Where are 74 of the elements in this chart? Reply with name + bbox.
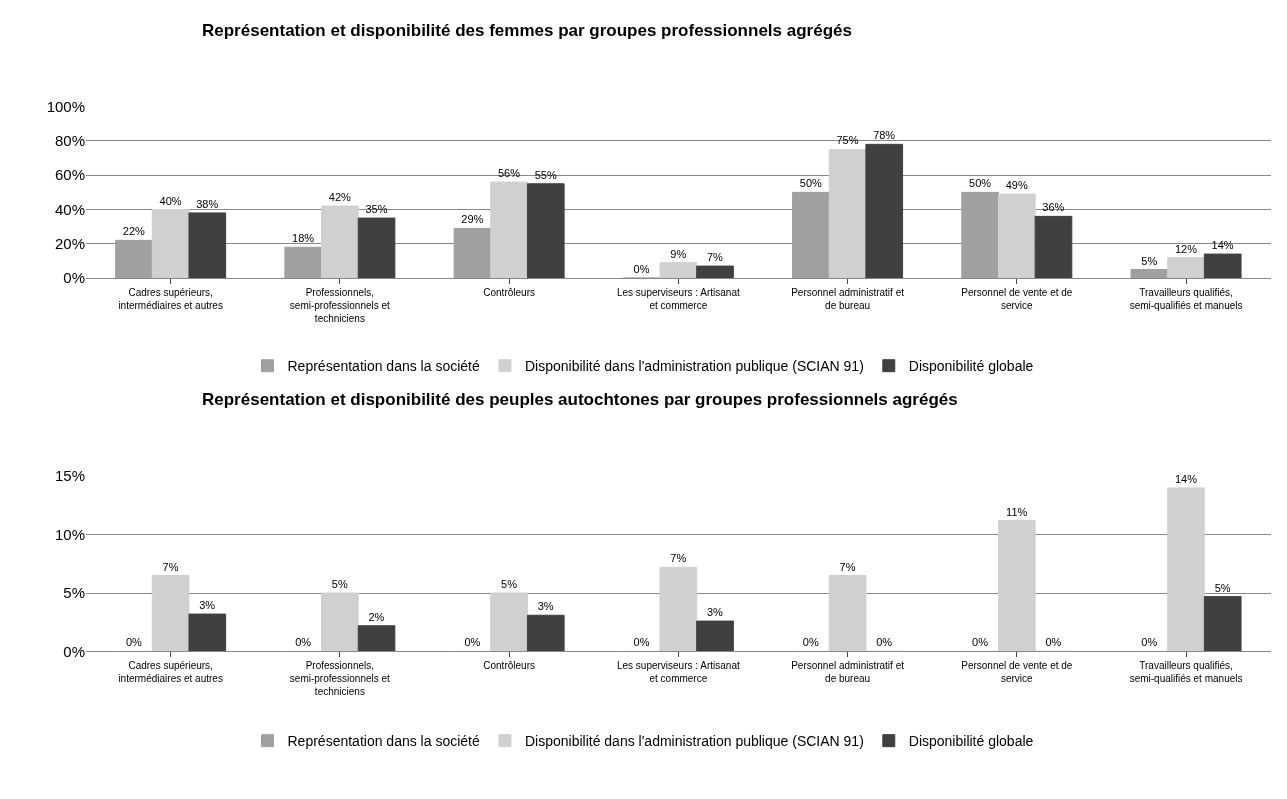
data-label: 0% — [295, 636, 312, 649]
data-label: 49% — [1005, 179, 1028, 192]
data-label: 0% — [1045, 636, 1062, 649]
data-label: 11% — [1006, 505, 1028, 518]
data-label: 75% — [836, 134, 859, 147]
data-label: 78% — [873, 129, 896, 142]
data-label: 5% — [331, 578, 348, 591]
x-tick-label: Travailleurs qualifiés, semi-qualifiés et manuels — [1129, 287, 1243, 312]
data-label: 42% — [328, 191, 351, 204]
data-label: 38% — [196, 197, 219, 210]
data-label: 0% — [802, 636, 819, 649]
data-label: 5% — [501, 578, 518, 591]
y-tick-label: 0% — [63, 642, 86, 660]
data-label: 29% — [461, 213, 484, 226]
y-tick-label: 10% — [54, 525, 86, 543]
data-label: 3% — [537, 600, 554, 613]
data-label: 7% — [839, 560, 856, 573]
legend-label: Disponibilité globale — [908, 733, 1034, 750]
data-label: 50% — [969, 177, 992, 190]
x-tick-label: Travailleurs qualifiés, semi-qualifiés et manuels — [1129, 660, 1243, 685]
data-label: 2% — [368, 610, 385, 623]
x-tick-label: Personnel administratif et de bureau — [791, 660, 905, 685]
data-label: 0% — [633, 636, 650, 649]
data-label: 0% — [633, 263, 650, 276]
data-label: 7% — [670, 552, 687, 565]
legend-label: Représentation dans la société — [287, 733, 480, 750]
data-label: 0% — [125, 636, 143, 649]
x-tick-label: Cadres supérieurs, intermédiaires et autres — [118, 287, 223, 312]
data-label: 0% — [1141, 636, 1158, 649]
data-label: 9% — [670, 247, 687, 260]
data-label: 14% — [1211, 239, 1234, 252]
x-tick-label: Personnel administratif et de bureau — [791, 287, 905, 312]
legend-label: Représentation dans la société — [287, 358, 480, 375]
data-label: 0% — [464, 636, 481, 649]
x-tick-label: Personnel de vente et de service — [961, 660, 1073, 685]
data-label: 14% — [1174, 472, 1198, 485]
y-tick-label: 5% — [63, 584, 86, 602]
data-label: 36% — [1042, 201, 1065, 214]
y-tick-label: 100% — [46, 97, 86, 115]
data-label: 0% — [972, 636, 989, 649]
data-label: 3% — [706, 606, 724, 619]
x-tick-label: Cadres supérieurs, intermédiaires et autres — [118, 660, 223, 685]
x-tick-label: Les superviseurs : Artisanat et commerce — [616, 660, 740, 685]
data-label: 12% — [1174, 242, 1198, 255]
data-label: 56% — [497, 167, 521, 180]
data-label: 22% — [122, 225, 146, 238]
data-label: 40% — [159, 194, 182, 207]
data-label: 5% — [1141, 254, 1158, 267]
legend-label: Disponibilité dans l'administration publique (SCIAN 91) — [524, 733, 864, 750]
data-label: 5% — [1214, 581, 1231, 594]
y-tick-label: 0% — [63, 269, 86, 287]
data-label: 50% — [799, 177, 823, 190]
x-tick-label: Les superviseurs : Artisanat et commerce — [616, 287, 740, 312]
x-tick-label: Contrôleurs — [483, 287, 535, 299]
data-label: 55% — [534, 168, 557, 181]
legend-label: Disponibilité dans l'administration publique (SCIAN 91) — [524, 358, 864, 375]
data-label: 18% — [292, 232, 315, 245]
chart-title: Représentation et disponibilité des peuples autochtones par groupes professionnels agrégés — [202, 390, 958, 409]
y-tick-label: 15% — [54, 467, 86, 485]
x-tick-label: Personnel de vente et de service — [961, 287, 1073, 312]
legend-label: Disponibilité globale — [908, 358, 1034, 375]
data-label: 7% — [162, 560, 179, 573]
chart-title: Représentation et disponibilité des femmes par groupes professionnels agrégés — [202, 21, 852, 40]
data-label: 7% — [706, 251, 724, 264]
y-tick-label: 80% — [54, 132, 86, 150]
y-tick-label: 60% — [54, 166, 86, 184]
data-label: 35% — [365, 203, 388, 216]
x-tick-label: Professionnels, semi-professionnels et techniciens — [289, 287, 391, 325]
x-tick-label: Contrôleurs — [483, 660, 535, 672]
y-tick-label: 20% — [54, 235, 86, 253]
data-label: 0% — [876, 636, 893, 649]
y-tick-label: 40% — [54, 200, 86, 218]
data-label: 3% — [199, 599, 216, 612]
x-tick-label: Professionnels, semi-professionnels et techniciens — [289, 660, 391, 698]
